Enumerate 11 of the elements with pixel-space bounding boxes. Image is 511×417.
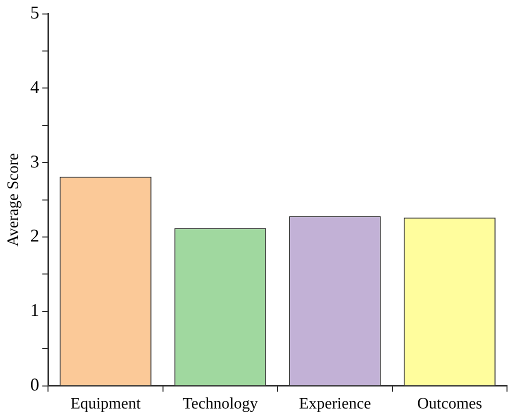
- y-tick-label: 2: [30, 226, 40, 246]
- y-tick-label: 1: [30, 300, 40, 320]
- x-tick-label: Experience: [298, 396, 371, 413]
- x-tick-label: Technology: [182, 396, 258, 413]
- y-tick-label: 5: [30, 2, 40, 23]
- y-tick-label: 0: [30, 374, 40, 395]
- y-tick-label: 3: [30, 151, 40, 172]
- y-axis-title: Average Score: [4, 153, 22, 247]
- y-tick-label: 4: [30, 76, 40, 97]
- x-tick-label: Outcomes: [417, 396, 482, 413]
- x-tick-label: Equipment: [70, 396, 142, 413]
